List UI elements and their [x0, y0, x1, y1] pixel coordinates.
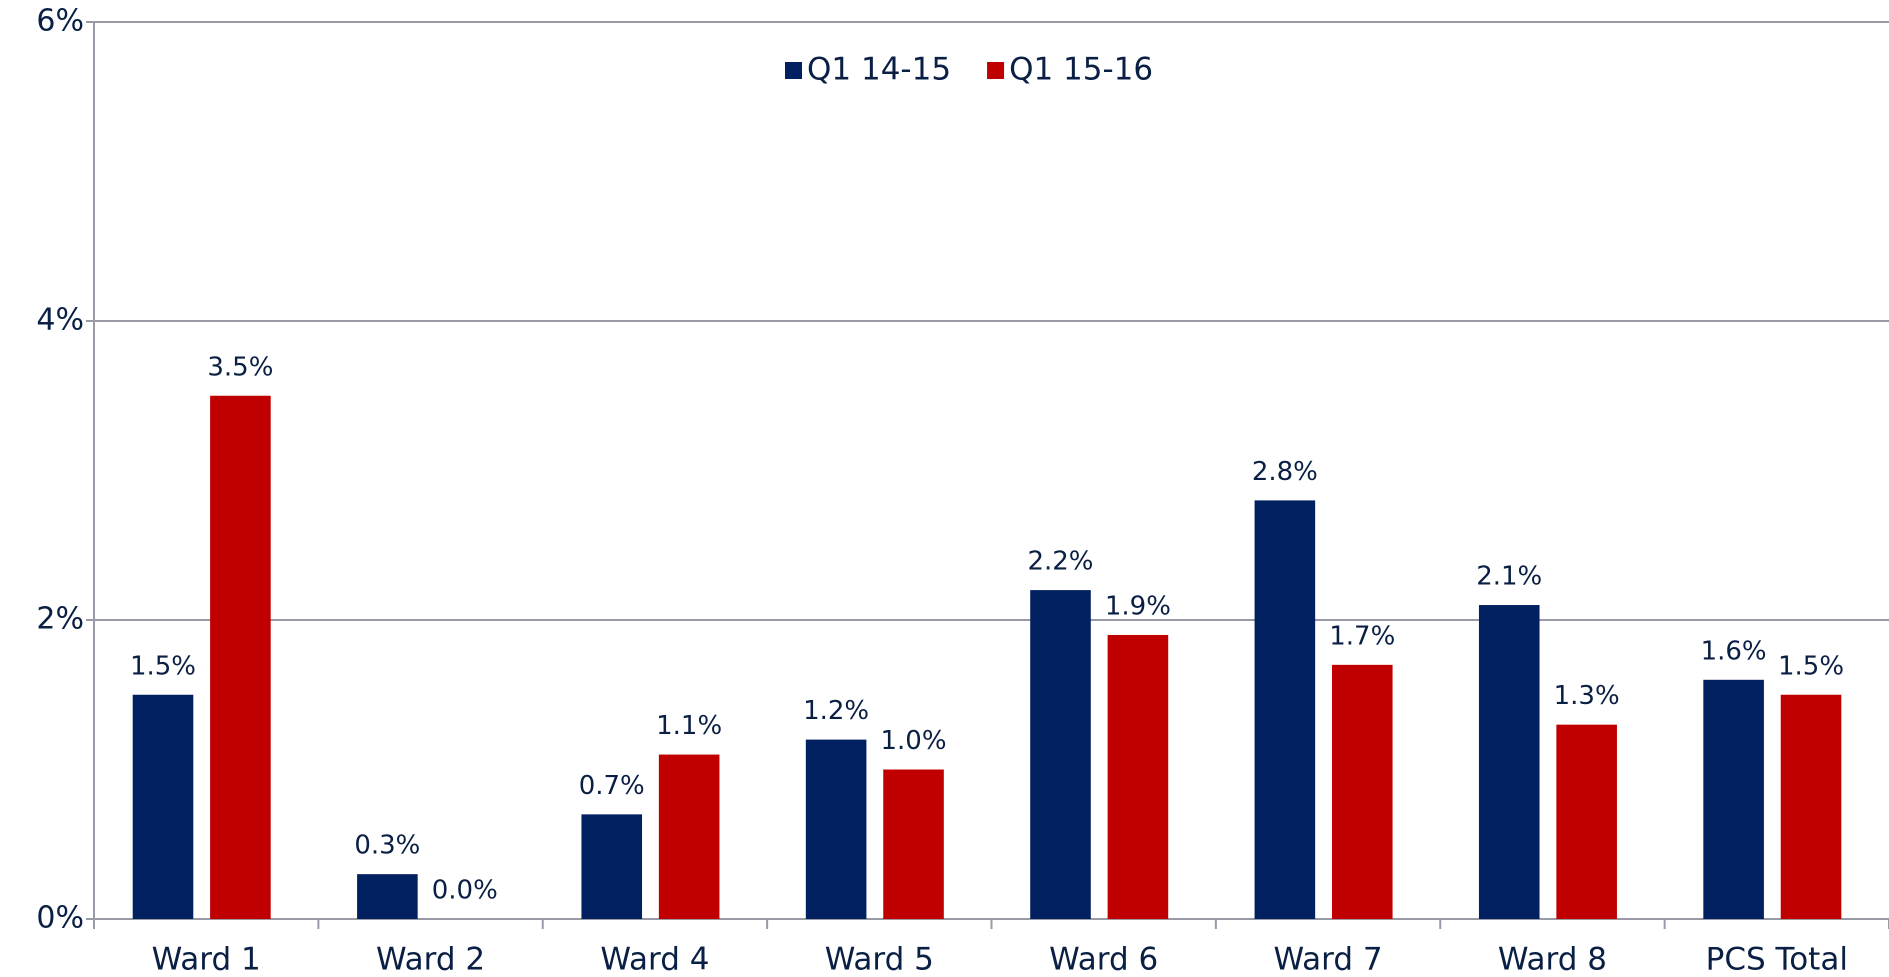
y-tick-label: 0%	[36, 901, 84, 936]
x-tick-label: Ward 4	[600, 942, 709, 977]
bar	[210, 395, 271, 919]
value-label: 1.6%	[1701, 636, 1767, 666]
legend-label: Q1 14-15	[807, 52, 951, 88]
bar	[357, 874, 418, 919]
legend-label: Q1 15-16	[1009, 52, 1153, 88]
value-label: 0.0%	[432, 876, 498, 906]
x-tick-label: Ward 1	[152, 942, 261, 977]
bar	[1780, 694, 1842, 919]
value-label: 3.5%	[207, 352, 273, 382]
bar	[132, 694, 194, 919]
bar	[658, 754, 720, 919]
value-label: 1.9%	[1105, 591, 1171, 621]
bar	[1556, 724, 1617, 919]
value-label: 1.1%	[656, 711, 722, 741]
bar	[1107, 634, 1169, 919]
y-tick-label: 4%	[36, 303, 84, 338]
value-label: 1.2%	[803, 696, 869, 726]
bar	[1254, 500, 1316, 919]
legend-swatch	[785, 62, 802, 79]
value-label: 1.0%	[880, 726, 946, 756]
value-label: 2.8%	[1252, 457, 1318, 487]
bar	[883, 769, 944, 919]
x-tick-label: Ward 2	[376, 942, 485, 977]
y-tick-label: 2%	[36, 602, 84, 637]
value-label: 2.1%	[1476, 562, 1542, 592]
bar	[1478, 605, 1540, 919]
y-tick-label: 6%	[36, 4, 84, 39]
value-label: 1.5%	[130, 651, 196, 681]
value-label: 0.7%	[579, 771, 645, 801]
bar	[1331, 664, 1393, 919]
value-label: 1.5%	[1778, 651, 1844, 681]
bar	[1030, 590, 1091, 919]
legend-swatch	[987, 62, 1005, 79]
x-tick-label: Ward 7	[1274, 942, 1383, 977]
x-tick-label: Ward 8	[1498, 942, 1607, 977]
bar	[805, 739, 867, 919]
x-tick-label: PCS Total	[1706, 942, 1848, 977]
value-label: 2.2%	[1027, 547, 1093, 577]
x-tick-label: Ward 5	[825, 942, 934, 977]
bar	[581, 814, 643, 919]
x-tick-label: Ward 6	[1049, 942, 1158, 977]
value-label: 1.3%	[1554, 681, 1620, 711]
bar	[1703, 679, 1764, 919]
value-label: 1.7%	[1329, 621, 1395, 651]
value-label: 0.3%	[354, 831, 420, 861]
